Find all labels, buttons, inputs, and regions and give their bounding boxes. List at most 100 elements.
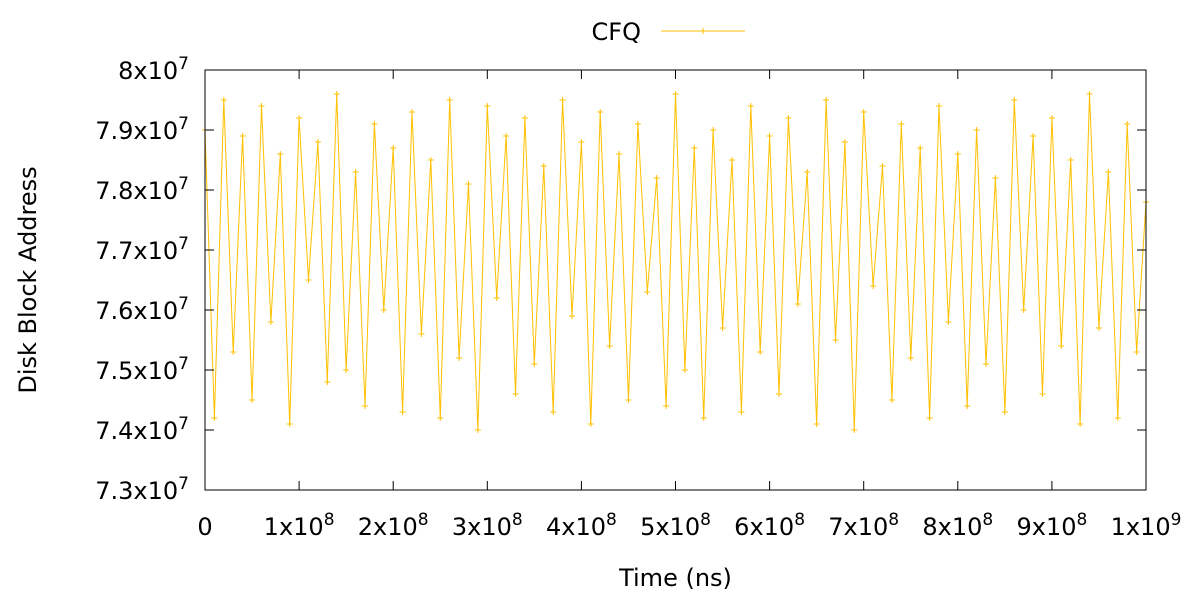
data-point	[1077, 421, 1084, 427]
data-point	[1133, 349, 1140, 355]
data-point	[371, 121, 378, 127]
data-point	[521, 115, 528, 121]
data-point	[211, 415, 218, 421]
ticks-layer: 7.3x107 7.4x107 7.5x107 7.6x107 7.7x107 7.8x1…	[95, 54, 1181, 541]
data-point	[361, 403, 368, 409]
data-point	[1058, 343, 1065, 349]
data-point	[634, 121, 641, 127]
data-point	[1020, 307, 1027, 313]
data-point	[380, 307, 387, 313]
data-point	[992, 175, 999, 181]
data-point	[625, 397, 632, 403]
y-tick-label: 8x107	[118, 54, 189, 85]
data-point	[352, 169, 359, 175]
data-point	[954, 151, 961, 157]
data-point	[823, 97, 830, 103]
data-point	[1048, 115, 1055, 121]
y-tick-label: 7.4x107	[95, 414, 189, 445]
data-point	[559, 97, 566, 103]
data-point	[653, 175, 660, 181]
y-tick-label: 7.3x107	[95, 474, 189, 505]
data-point	[700, 415, 707, 421]
data-point	[728, 157, 735, 163]
x-tick-label: 6x108	[734, 510, 805, 541]
data-point	[738, 409, 745, 415]
data-point	[926, 415, 933, 421]
data-point	[333, 91, 340, 97]
data-point	[879, 163, 886, 169]
data-point	[907, 355, 914, 361]
data-point	[568, 313, 575, 319]
x-tick-label: 5x108	[640, 510, 711, 541]
data-point	[296, 115, 303, 121]
data-point	[841, 139, 848, 145]
data-point	[399, 409, 406, 415]
data-point	[719, 325, 726, 331]
data-point	[616, 151, 623, 157]
data-point	[249, 397, 256, 403]
data-point	[324, 379, 331, 385]
data-point	[550, 409, 557, 415]
data-point	[305, 277, 312, 283]
data-point	[578, 139, 585, 145]
data-point	[785, 115, 792, 121]
data-point	[898, 121, 905, 127]
data-point	[484, 103, 491, 109]
data-point	[512, 391, 519, 397]
data-point	[286, 421, 293, 427]
data-point	[493, 295, 500, 301]
y-tick-label: 7.9x107	[95, 114, 189, 145]
data-point	[343, 367, 350, 373]
data-point	[860, 109, 867, 115]
x-tick-label: 7x108	[828, 510, 899, 541]
data-point	[409, 109, 416, 115]
y-tick-label: 7.6x107	[95, 294, 189, 325]
data-point	[776, 391, 783, 397]
data-point	[1067, 157, 1074, 163]
x-axis-label: Time (ns)	[618, 564, 732, 592]
data-point	[813, 421, 820, 427]
data-point	[437, 415, 444, 421]
data-point	[1011, 97, 1018, 103]
data-point	[1114, 415, 1121, 421]
data-point	[964, 403, 971, 409]
data-point	[681, 367, 688, 373]
series-layer	[202, 91, 1149, 433]
data-point	[663, 403, 670, 409]
series-line-cfq	[204, 93, 1147, 431]
data-point	[1030, 133, 1037, 139]
x-tick-label: 1x108	[264, 510, 335, 541]
data-point	[314, 139, 321, 145]
data-point	[587, 421, 594, 427]
data-point	[427, 157, 434, 163]
data-point	[418, 331, 425, 337]
plot-frame	[204, 69, 1147, 491]
data-point	[474, 427, 481, 433]
data-point	[710, 127, 717, 133]
x-tick-label: 0	[197, 513, 212, 541]
data-point	[973, 127, 980, 133]
data-point	[465, 181, 472, 187]
data-point	[672, 91, 679, 97]
data-point	[239, 133, 246, 139]
x-tick-label: 8x108	[922, 510, 993, 541]
data-point	[888, 397, 895, 403]
data-point	[747, 103, 754, 109]
y-tick-label: 7.5x107	[95, 354, 189, 385]
data-point	[456, 355, 463, 361]
data-point	[258, 103, 265, 109]
data-point	[1095, 325, 1102, 331]
data-point	[757, 349, 764, 355]
y-axis-label: Disk Block Address	[14, 166, 42, 393]
x-tick-label: 9x108	[1016, 510, 1087, 541]
data-point	[531, 361, 538, 367]
data-point	[945, 319, 952, 325]
data-point	[983, 361, 990, 367]
data-point	[220, 97, 227, 103]
data-point	[277, 151, 284, 157]
data-point	[597, 109, 604, 115]
data-point	[1001, 409, 1008, 415]
x-tick-label: 2x108	[358, 510, 429, 541]
data-point	[503, 133, 510, 139]
